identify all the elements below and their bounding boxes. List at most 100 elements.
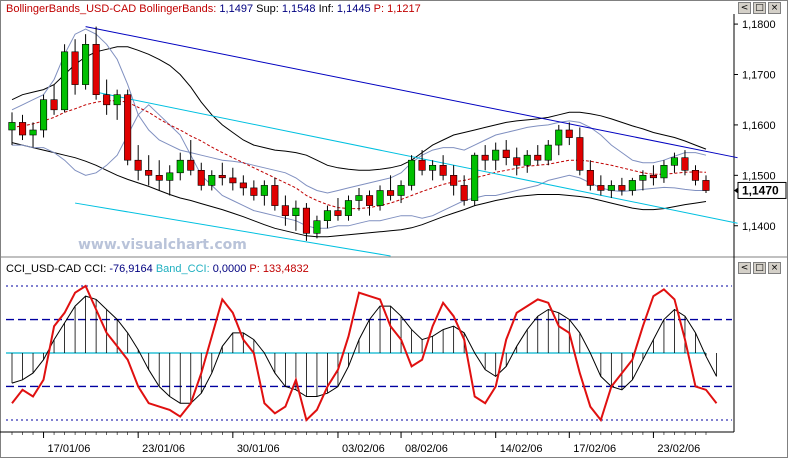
close-button[interactable]: × [768,2,781,14]
candle-down [691,170,700,181]
cci-plot-area [6,284,732,423]
candle-up [60,51,69,111]
candle-down [302,207,311,234]
candle-down [218,175,226,179]
candle-down [145,170,153,176]
y-tick-label: 1,1800 [742,19,776,31]
candle-down [229,177,237,184]
candle-up [176,159,184,174]
candle-up [628,180,636,191]
axes: 1,1800 1,1700 1,1600 1,1500 1,1400 1,1470 17/0… [11,19,787,455]
y-tick-label: 1,1600 [742,120,776,132]
candle-down [155,175,163,181]
candle-up [113,94,121,106]
cci-close-button[interactable]: × [768,262,781,274]
candle-up [639,175,647,181]
cci-p-label: P: [249,263,260,275]
price-plot-area [8,26,738,257]
candle-down [334,210,342,216]
candle-up [555,129,563,146]
cci-scroll-left-button[interactable]: < [738,262,751,274]
sup-value: 1,1548 [281,3,316,15]
p-label: P: [373,3,385,15]
cci-header: CCI_USD-CAD CCI: -76,9164 Band_CCI: 0,00… [6,263,309,276]
candle-up [313,220,321,234]
candle-up [344,200,353,216]
candle-down [239,182,247,189]
x-tick-label: 03/02/06 [342,443,385,455]
candle-up [323,210,332,222]
band-cci-value: 0,0000 [212,263,247,275]
candle-down [450,175,458,186]
candle-up [660,165,668,179]
y-tick-label: 1,1500 [742,170,776,182]
candle-down [597,185,605,191]
candle-down [513,157,521,166]
current-price-label: 1,1470 [742,183,779,197]
scroll-left-button[interactable]: < [738,2,751,14]
cci-value: -76,9164 [109,263,153,275]
candle-up [407,159,416,186]
candle-down [271,185,279,206]
price-indicator-name: BollingerBands [139,3,214,15]
sup-label: Sup: [256,3,279,15]
cci-maximize-button[interactable]: □ [753,262,766,274]
candle-up [39,99,48,131]
candle-up [166,172,174,181]
candle-up [397,185,405,196]
channel-upper-line [96,91,738,224]
candle-down [649,175,658,179]
price-indicator-value: 1,1497 [219,3,254,15]
candle-up [492,149,500,161]
x-tick-label: 23/02/06 [657,443,700,455]
candle-down [576,137,584,171]
inf-label: Inf: [318,3,334,15]
candle-up [670,157,679,166]
outer-upper-band [11,46,707,171]
candle-up [428,165,437,171]
candle-down [702,180,710,191]
candle-down [197,170,205,186]
candle-up [8,122,16,131]
y-tick-label: 1,1400 [742,221,776,233]
x-tick-label: 17/02/06 [573,443,616,455]
candle-up [82,43,90,85]
cci-window-buttons: < □ × [738,262,781,274]
price-header: BollingerBands_USD-CAD BollingerBands: 1… [6,3,421,15]
candle-down [502,149,510,159]
candle-up [29,129,37,136]
candle-down [586,170,594,186]
candle-down [365,195,374,206]
y-tick-label: 1,1700 [742,70,776,82]
inner-upper-band [11,28,707,194]
candle-down [92,43,100,96]
candle-up [607,185,615,191]
candle-up [208,175,216,186]
x-tick-label: 08/02/06 [405,443,448,455]
candle-up [355,195,363,201]
cci-series-name: CCI_USD-CAD [6,263,82,275]
band-cci-label: Band_CCI: [155,263,210,275]
resistance-trendline [85,26,738,159]
candle-down [103,94,111,106]
candle-down [681,157,689,171]
candle-up [260,185,268,196]
candle-up [544,144,552,161]
candle-down [50,99,58,111]
price-window-buttons: < □ × [738,2,781,14]
x-tick-label: 14/02/06 [500,443,543,455]
watermark: www.visualchart.com [78,237,247,253]
candle-down [439,165,447,176]
x-tick-label: 17/01/06 [48,443,91,455]
p-value: 1,1217 [387,3,421,15]
cci-line [11,284,718,423]
maximize-button[interactable]: □ [753,2,766,14]
inf-value: 1,1445 [336,3,371,15]
candle-down [18,122,27,136]
candle-down [124,94,132,161]
candle-down [565,129,573,138]
cci-p-value: 133,4832 [262,263,309,275]
candle-down [250,187,258,196]
